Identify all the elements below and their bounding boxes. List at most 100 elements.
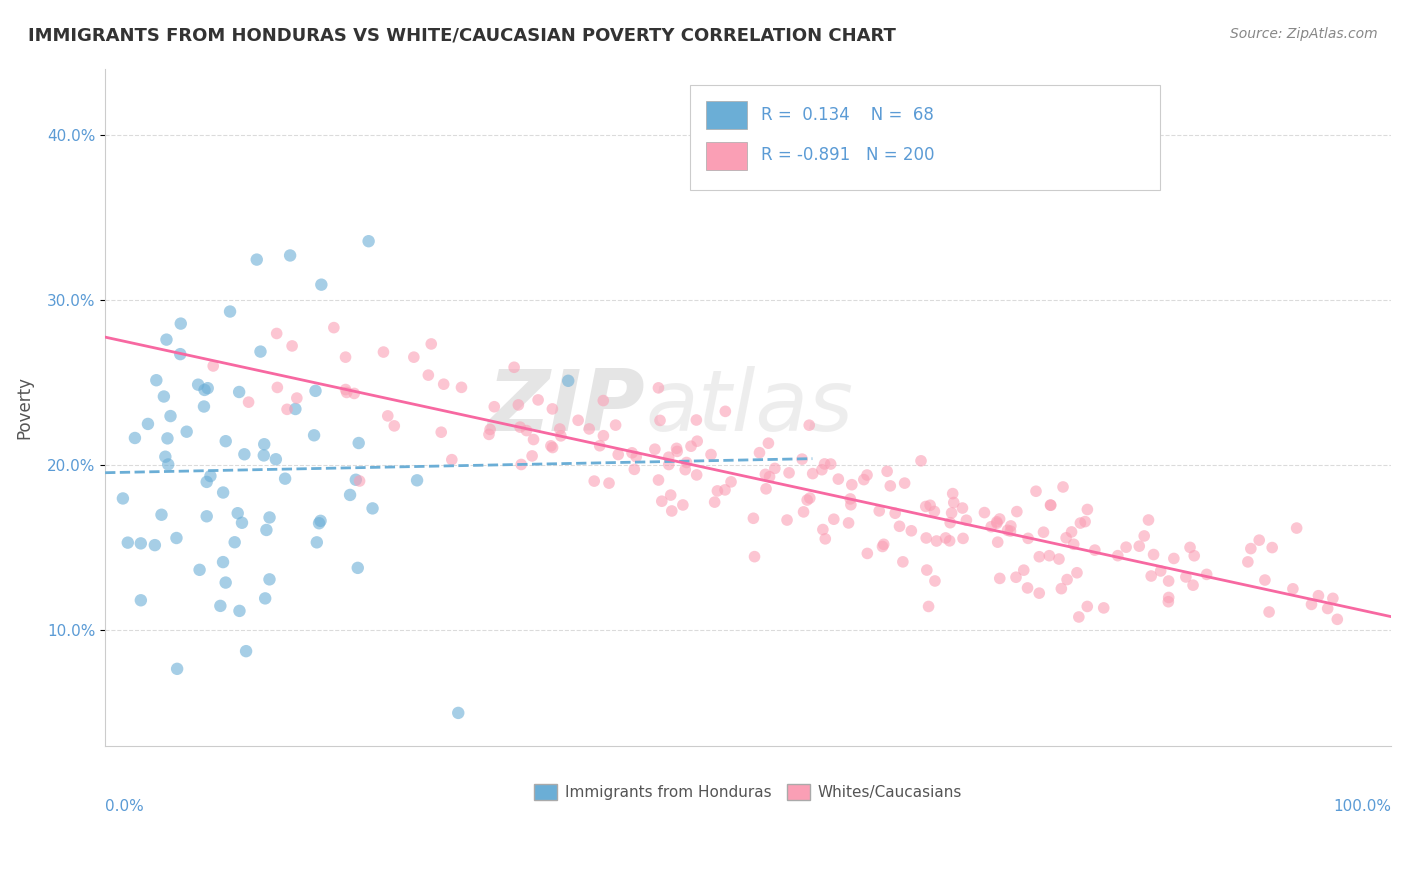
Point bbox=[1054, 531, 1077, 545]
Point bbox=[1028, 586, 1050, 600]
Point bbox=[322, 320, 344, 334]
Point bbox=[1017, 532, 1039, 546]
Point bbox=[1005, 505, 1028, 519]
FancyBboxPatch shape bbox=[690, 86, 1160, 191]
Point bbox=[193, 383, 215, 397]
Point bbox=[336, 385, 359, 400]
Point bbox=[509, 420, 531, 434]
Point bbox=[124, 431, 146, 445]
Text: IMMIGRANTS FROM HONDURAS VS WHITE/CAUCASIAN POVERTY CORRELATION CHART: IMMIGRANTS FROM HONDURAS VS WHITE/CAUCAS… bbox=[28, 27, 896, 45]
Point bbox=[264, 452, 287, 467]
Y-axis label: Poverty: Poverty bbox=[15, 376, 32, 439]
Point bbox=[235, 644, 257, 658]
Point bbox=[254, 591, 277, 606]
Point bbox=[778, 466, 800, 480]
Point bbox=[1308, 589, 1330, 603]
Point bbox=[742, 511, 765, 525]
Point bbox=[1316, 601, 1339, 615]
Point bbox=[685, 467, 707, 482]
Point bbox=[1028, 549, 1050, 564]
Point bbox=[700, 448, 723, 462]
Point bbox=[839, 498, 862, 512]
Point bbox=[335, 350, 357, 364]
Point bbox=[714, 404, 737, 418]
Point bbox=[884, 506, 907, 520]
Point bbox=[1301, 598, 1323, 612]
Point bbox=[852, 473, 875, 487]
Point bbox=[503, 360, 526, 375]
Point bbox=[541, 441, 564, 455]
Point bbox=[193, 400, 215, 414]
Point bbox=[714, 483, 737, 497]
Point bbox=[253, 437, 276, 451]
Point bbox=[346, 561, 368, 575]
Point bbox=[796, 493, 818, 508]
Point bbox=[266, 380, 288, 394]
Point bbox=[188, 563, 211, 577]
Point bbox=[308, 516, 330, 531]
Point bbox=[686, 434, 709, 449]
Point bbox=[598, 476, 620, 491]
Point bbox=[986, 515, 1008, 529]
Point bbox=[159, 409, 181, 423]
Point bbox=[522, 433, 544, 447]
Point bbox=[527, 392, 550, 407]
Point bbox=[720, 475, 742, 489]
Point bbox=[1032, 525, 1054, 540]
Text: 100.0%: 100.0% bbox=[1333, 799, 1391, 814]
Point bbox=[910, 454, 932, 468]
Point bbox=[373, 345, 395, 359]
Point bbox=[935, 531, 957, 545]
Point bbox=[592, 428, 614, 442]
Point bbox=[170, 317, 193, 331]
Point bbox=[129, 593, 152, 607]
Text: R = -0.891   N = 200: R = -0.891 N = 200 bbox=[761, 146, 935, 164]
Point bbox=[1140, 569, 1163, 583]
Point bbox=[980, 519, 1002, 533]
Point bbox=[1174, 570, 1197, 584]
Point bbox=[1150, 564, 1173, 578]
Point bbox=[150, 508, 173, 522]
Point bbox=[484, 400, 506, 414]
Point bbox=[647, 473, 669, 487]
Text: Source: ZipAtlas.com: Source: ZipAtlas.com bbox=[1230, 27, 1378, 41]
Point bbox=[675, 456, 697, 470]
Point bbox=[1137, 513, 1160, 527]
Point bbox=[914, 500, 936, 514]
Point bbox=[335, 383, 357, 397]
Point bbox=[215, 575, 238, 590]
Point bbox=[169, 347, 191, 361]
Point bbox=[212, 485, 235, 500]
Point bbox=[111, 491, 134, 506]
Point bbox=[811, 523, 834, 537]
Point bbox=[1107, 549, 1129, 563]
Point bbox=[838, 516, 860, 530]
Point bbox=[1182, 549, 1205, 563]
Point bbox=[672, 498, 695, 512]
Point bbox=[776, 513, 799, 527]
Point bbox=[856, 468, 879, 483]
Point bbox=[440, 452, 463, 467]
Point bbox=[357, 234, 380, 248]
Point bbox=[592, 393, 614, 408]
Point bbox=[748, 445, 770, 459]
Point bbox=[986, 516, 1008, 531]
Point bbox=[302, 428, 325, 442]
Point bbox=[311, 277, 333, 292]
Point bbox=[955, 513, 977, 527]
Point bbox=[136, 417, 159, 431]
Point bbox=[339, 488, 361, 502]
Point bbox=[873, 537, 896, 551]
Point bbox=[941, 506, 963, 520]
Point bbox=[1195, 567, 1218, 582]
Point bbox=[925, 534, 948, 549]
Point bbox=[1060, 524, 1083, 539]
Point bbox=[195, 509, 218, 524]
Point bbox=[583, 474, 606, 488]
Point bbox=[1285, 521, 1308, 535]
Point bbox=[309, 514, 332, 528]
Point bbox=[744, 549, 766, 564]
Point bbox=[548, 422, 571, 436]
Point bbox=[1326, 612, 1348, 626]
Point bbox=[607, 448, 630, 462]
